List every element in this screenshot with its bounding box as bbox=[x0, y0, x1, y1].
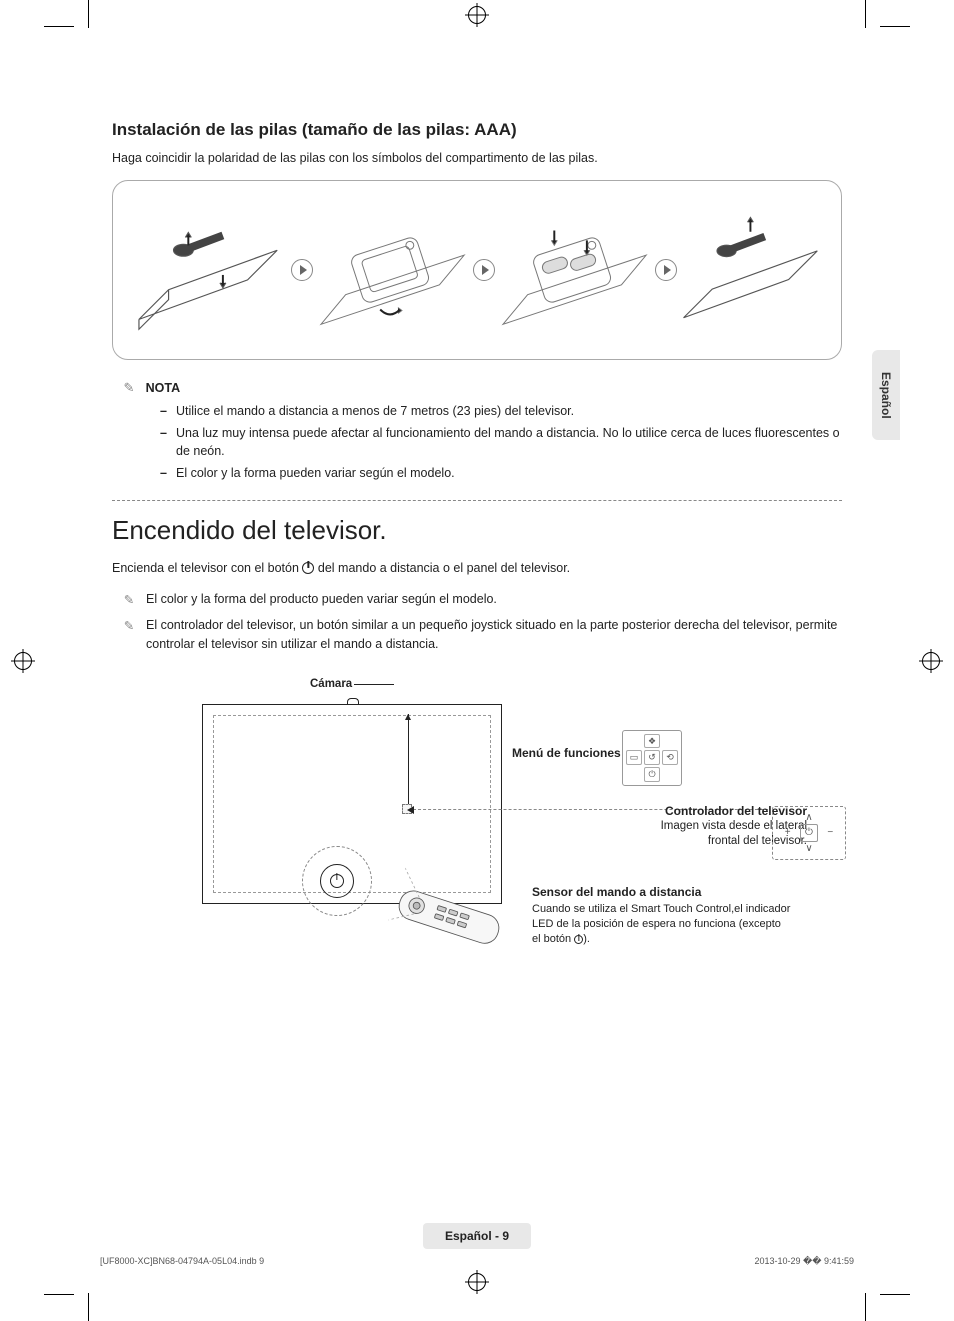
menu-leader-line bbox=[408, 714, 409, 804]
note-item: Una luz muy intensa puede afectar al fun… bbox=[160, 424, 842, 460]
note-icon: ✎ bbox=[122, 380, 136, 396]
remote-zoom bbox=[282, 854, 482, 974]
bullet-item: ✎ El controlador del televisor, un botón… bbox=[122, 616, 842, 654]
print-footer-right: 2013-10-29 �� 9:41:59 bbox=[754, 1256, 854, 1267]
camera-label: Cámara bbox=[310, 678, 352, 690]
note-label: NOTA bbox=[146, 381, 181, 395]
camera-leader-line bbox=[354, 684, 394, 685]
crop-mark bbox=[865, 0, 866, 28]
sensor-body-post: ). bbox=[583, 933, 590, 945]
sensor-label-block: Sensor del mando a distancia Cuando se u… bbox=[532, 884, 792, 947]
power-icon bbox=[330, 874, 344, 888]
battery-step-4 bbox=[674, 191, 827, 349]
crop-mark bbox=[865, 1293, 866, 1321]
menu-label: Menú de funciones bbox=[512, 746, 621, 760]
note-icon: ✎ bbox=[122, 591, 136, 610]
note-icon: ✎ bbox=[122, 617, 136, 636]
note-item: Utilice el mando a distancia a menos de … bbox=[160, 402, 842, 420]
menu-box-icon: ❖ ▭↺⟲ ⏻ bbox=[622, 730, 682, 786]
crop-mark bbox=[880, 1294, 910, 1295]
power-icon bbox=[574, 935, 583, 944]
registration-mark-icon bbox=[14, 652, 32, 670]
sensor-body-pre: Cuando se utiliza el Smart Touch Control… bbox=[532, 903, 790, 945]
intro-text-pre: Encienda el televisor con el botón bbox=[112, 561, 302, 575]
bullet-item: ✎ El color y la forma del producto puede… bbox=[122, 590, 842, 609]
controller-box-icon: ∧ +⏻− ∨ bbox=[772, 806, 846, 860]
section1-title: Instalación de las pilas (tamaño de las … bbox=[112, 120, 842, 140]
language-tab: Español bbox=[872, 350, 900, 440]
intro-text-post: del mando a distancia o el panel del tel… bbox=[318, 561, 570, 575]
registration-mark-icon bbox=[922, 652, 940, 670]
bullet-text: El controlador del televisor, un botón s… bbox=[146, 618, 837, 651]
section1-intro: Haga coincidir la polaridad de las pilas… bbox=[112, 150, 842, 168]
crop-mark bbox=[88, 1293, 89, 1321]
page-footer-label: Español - 9 bbox=[423, 1223, 531, 1249]
print-footer: [UF8000-XC]BN68-04794A-05L04.indb 9 2013… bbox=[100, 1256, 854, 1267]
crop-mark bbox=[88, 0, 89, 28]
battery-step-2 bbox=[310, 191, 470, 349]
battery-diagram bbox=[112, 180, 842, 360]
language-tab-label: Español bbox=[879, 372, 893, 419]
bullet-text: El color y la forma del producto pueden … bbox=[146, 592, 497, 606]
section2-heading: Encendido del televisor. bbox=[112, 515, 842, 546]
note-block: ✎ NOTA Utilice el mando a distancia a me… bbox=[122, 380, 842, 483]
power-button-icon bbox=[320, 864, 354, 898]
battery-step-3 bbox=[492, 191, 652, 349]
crop-mark bbox=[44, 1294, 74, 1295]
battery-step-1 bbox=[128, 191, 288, 349]
power-icon bbox=[302, 562, 314, 574]
note-item: El color y la forma pueden variar según … bbox=[160, 464, 842, 482]
print-footer-left: [UF8000-XC]BN68-04794A-05L04.indb 9 bbox=[100, 1256, 264, 1267]
page-content: Instalación de las pilas (tamaño de las … bbox=[88, 50, 866, 1271]
sensor-body: Cuando se utiliza el Smart Touch Control… bbox=[532, 902, 792, 947]
registration-mark-icon bbox=[468, 1273, 486, 1291]
sensor-title: Sensor del mando a distancia bbox=[532, 884, 792, 900]
registration-mark-icon bbox=[468, 6, 486, 24]
crop-mark bbox=[44, 26, 74, 27]
section-divider bbox=[112, 500, 842, 501]
crop-mark bbox=[880, 26, 910, 27]
tv-figure: Cámara Menú de funciones ❖ ▭↺⟲ ⏻ Control… bbox=[202, 674, 782, 994]
section2-intro: Encienda el televisor con el botón del m… bbox=[112, 560, 842, 578]
